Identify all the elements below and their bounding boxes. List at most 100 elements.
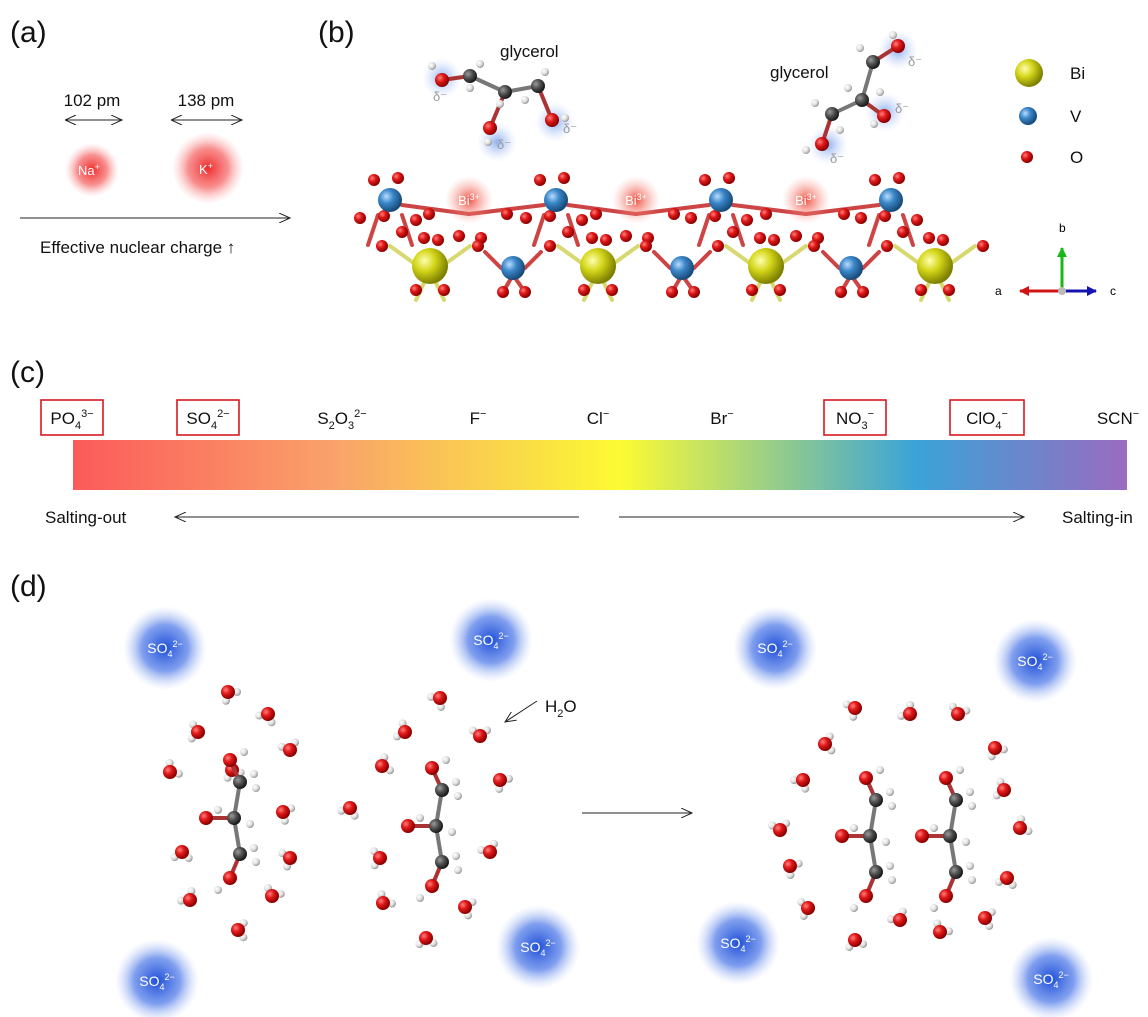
glycerol-molecules-d <box>199 748 976 912</box>
oxygen-atom <box>261 707 275 721</box>
oxygen-atom <box>897 226 909 238</box>
na-ion-label: Na+ <box>78 162 100 178</box>
oxygen-atom <box>423 208 435 220</box>
hydrogen-atom <box>882 838 890 846</box>
bond <box>724 244 753 266</box>
oxygen-atom <box>501 208 513 220</box>
hydrogen-atom <box>956 766 964 774</box>
salting-in-label: Salting-in <box>1062 508 1133 527</box>
sulfate-ion-label: SO42− <box>473 631 509 651</box>
hydrogen-atom <box>165 759 174 768</box>
oxygen-atom <box>590 208 602 220</box>
oxygen-atom <box>848 701 862 715</box>
oxygen-atom <box>620 230 632 242</box>
sulfate-ion-label: SO42− <box>1017 652 1053 672</box>
legend-bi-icon <box>1015 59 1043 87</box>
oxygen-atom <box>276 805 290 819</box>
oxygen-atom <box>418 232 430 244</box>
oxygen-atom <box>392 172 404 184</box>
panel-c-label: (c) <box>10 356 45 389</box>
hydrogen-atom <box>786 870 795 879</box>
panel-d: (d) SO42− SO42−SO42−SO42−SO42−SO42− SO42−S… <box>10 570 1093 1017</box>
oxygen-atom <box>978 911 992 925</box>
panel-b: (b) glycerol glycerol δ⁻ δ⁻ δ⁻ δ⁻ δ⁻ δ⁻ Bi3+… <box>318 16 1116 302</box>
sulfate-ion-glow <box>1009 937 1093 1017</box>
hofmeister-gradient-bar <box>73 440 1127 490</box>
oxygen-atom <box>773 823 787 837</box>
bi3-ion-glow <box>612 176 660 224</box>
hydrogen-atom <box>944 927 953 936</box>
sulfate-ion-glow <box>115 939 199 1017</box>
carbon-atom <box>498 85 512 99</box>
bond <box>388 244 417 266</box>
hydrogen-atom <box>416 894 424 902</box>
hydrogen-atom <box>870 120 878 128</box>
oxygen-atom <box>378 210 390 222</box>
hydrogen-atom <box>466 84 474 92</box>
oxygen-atom <box>376 240 388 252</box>
anion-highlight-box <box>949 399 1025 436</box>
oxygen-atom <box>520 212 532 224</box>
hydrogen-atom <box>214 806 222 814</box>
bi3-ion-label: Bi3+ <box>795 192 817 208</box>
water-pointer-arrow <box>505 700 538 722</box>
oxygen-atom <box>855 212 867 224</box>
hydrogen-atom <box>416 814 424 822</box>
carbon-atom <box>943 829 957 843</box>
oxygen-atom <box>640 240 652 252</box>
lattice-axes: a b c <box>995 221 1116 298</box>
na-radius-label: 102 pm <box>64 91 121 110</box>
hydrogen-atom <box>442 756 450 764</box>
bi3-ion-glow <box>445 176 493 224</box>
oxygen-atom <box>163 765 177 779</box>
oxygen-atom <box>183 893 197 907</box>
hydrogen-atom <box>886 788 894 796</box>
oxygen-atom <box>223 753 237 767</box>
legend-v-icon <box>1019 107 1037 125</box>
oxygen-atom <box>848 933 862 947</box>
partial-charge-label: δ⁻ <box>895 101 909 116</box>
hydrogen-atom <box>476 60 484 68</box>
bond <box>556 244 585 266</box>
oxygen-atom <box>746 284 758 296</box>
glycerol-molecule-right: δ⁻ δ⁻ δ⁻ <box>802 30 922 166</box>
glycerol-molecule-left: δ⁻ δ⁻ δ⁻ <box>422 58 577 162</box>
hydrogen-atom <box>930 824 938 832</box>
hydrogen-atom <box>966 788 974 796</box>
oxygen-atom <box>801 901 815 915</box>
oxygen-atom <box>576 214 588 226</box>
carbon-atom <box>463 69 477 83</box>
oxygen-atom <box>699 174 711 186</box>
oxygen-atom <box>790 230 802 242</box>
anion-label: PO43− <box>50 408 93 432</box>
bond <box>366 213 380 247</box>
sulfate-ion-label: SO42− <box>720 934 756 954</box>
bond <box>652 250 672 270</box>
panel-a-label: (a) <box>10 16 47 49</box>
sulfate-ions: SO42− SO42− SO42− SO42− SO42− SO42− SO42− SO42− <box>115 598 1093 1017</box>
oxygen-atom <box>723 172 735 184</box>
oxygen-atom <box>472 240 484 252</box>
oxygen-atom <box>774 284 786 296</box>
oxygen-atom <box>939 771 953 785</box>
oxygen-atom <box>783 859 797 873</box>
k-ion-label: K+ <box>199 161 213 177</box>
oxygen-atom <box>923 232 935 244</box>
partial-charge-label: δ⁻ <box>563 121 577 136</box>
oxygen-atom <box>578 284 590 296</box>
sulfate-ion-glow <box>733 606 817 690</box>
bond <box>697 213 711 247</box>
oxygen-atom <box>435 73 449 87</box>
oxygen-atom <box>600 234 612 246</box>
carbon-atom <box>863 829 877 843</box>
oxygen-atom <box>666 286 678 298</box>
bond <box>443 244 472 266</box>
oxygen-atom <box>432 234 444 246</box>
hydrogen-atom <box>452 778 460 786</box>
oxygen-atom <box>562 226 574 238</box>
sulfate-ion-label: SO42− <box>147 639 183 659</box>
sulfate-ion-glow <box>496 905 580 989</box>
hydrogen-atom <box>888 876 896 884</box>
bi3-ion-glow <box>782 176 830 224</box>
carbon-atom <box>869 793 883 807</box>
